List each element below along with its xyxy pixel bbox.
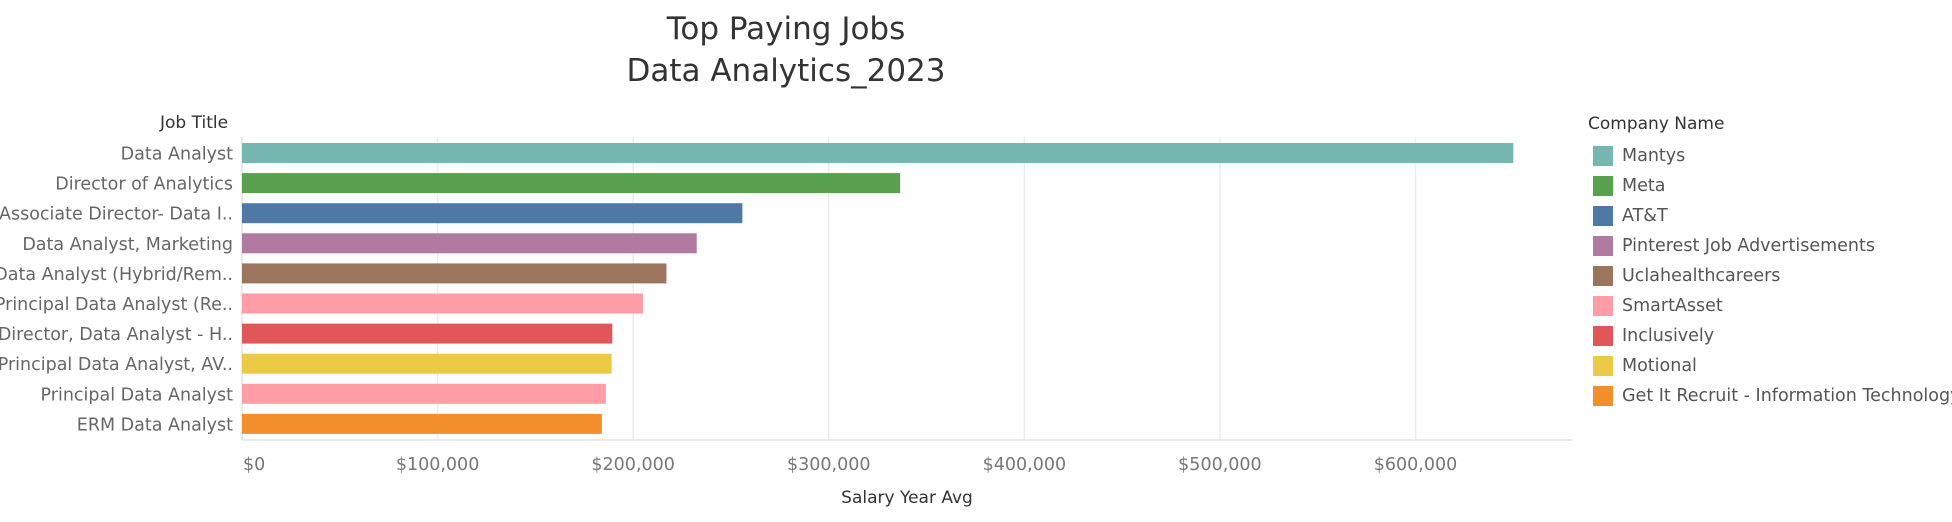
x-tick-labels: $0 $100,000 $200,000 $300,000 $400,000 $500,0… [243,455,1457,475]
legend-swatch [1593,296,1613,316]
bar[interactable] [242,173,901,194]
legend-swatch [1593,326,1613,346]
y-tick-label: Principal Data Analyst, AV.. [0,355,233,375]
bar[interactable] [242,353,612,374]
legend-item[interactable]: Motional [1588,351,1952,381]
legend-item[interactable]: Meta [1588,171,1952,201]
legend-label: AT&T [1622,206,1668,226]
legend-label: SmartAsset [1622,296,1723,316]
x-tick-label: $500,000 [1178,455,1262,475]
bar[interactable] [242,203,743,224]
legend-swatch [1593,146,1613,166]
x-tick-label: $400,000 [983,455,1067,475]
legend-swatch [1593,236,1613,256]
chart-subtitle: Data Analytics_2023 [626,53,946,89]
y-tick-label: Data Analyst (Hybrid/Rem.. [0,265,233,285]
legend-label: Pinterest Job Advertisements [1622,236,1875,256]
legend-swatch [1593,176,1613,196]
x-tick-label: $600,000 [1374,455,1458,475]
legend-item[interactable]: Uclahealthcareers [1588,261,1952,291]
legend-label: Motional [1622,356,1697,376]
legend-label: Meta [1622,176,1666,196]
x-axis-label: Salary Year Avg [841,488,973,508]
legend-swatch [1593,386,1613,406]
legend-item[interactable]: AT&T [1588,201,1952,231]
bar[interactable] [242,263,667,284]
legend-item[interactable]: Inclusively [1588,321,1952,351]
bar[interactable] [242,233,697,254]
bar[interactable] [242,293,643,314]
legend-title: Company Name [1588,114,1725,134]
legend: Company Name Mantys Meta AT&T Pinterest Job… [1588,113,1952,411]
y-axis-header: Job Title [160,113,229,133]
legend-item[interactable]: Pinterest Job Advertisements [1588,231,1952,261]
x-tick-label: $0 [243,455,265,475]
x-tick-label: $300,000 [787,455,871,475]
legend-items: Mantys Meta AT&T Pinterest Job Advertisemen… [1588,141,1952,411]
y-tick-label: Associate Director- Data I.. [0,205,233,225]
legend-item[interactable]: Mantys [1588,141,1952,171]
y-tick-label: Principal Data Analyst (Re.. [0,295,233,315]
bars [242,143,1514,434]
y-tick-label: Data Analyst [121,145,233,165]
legend-swatch [1593,206,1613,226]
legend-item[interactable]: Get It Recruit - Information Technology [1588,381,1952,411]
y-tick-label: Data Analyst, Marketing [22,235,233,255]
bar[interactable] [242,383,606,404]
y-tick-label: Principal Data Analyst [41,385,234,405]
legend-label: Get It Recruit - Information Technology [1622,386,1952,406]
y-tick-label: ERM Data Analyst [77,415,233,435]
bar[interactable] [242,323,613,344]
chart-title: Top Paying Jobs [666,11,906,47]
legend-label: Mantys [1622,146,1686,166]
y-tick-label: Director, Data Analyst - H.. [0,325,233,345]
legend-swatch [1593,356,1613,376]
legend-label: Uclahealthcareers [1622,266,1781,286]
legend-item[interactable]: SmartAsset [1588,291,1952,321]
y-tick-label: Director of Analytics [55,175,233,195]
bar[interactable] [242,143,1514,163]
legend-swatch [1593,266,1613,286]
y-tick-labels: Data Analyst Director of Analytics Associa… [0,145,233,436]
bar[interactable] [242,413,602,434]
x-tick-label: $200,000 [591,455,675,475]
x-tick-label: $100,000 [396,455,480,475]
legend-label: Inclusively [1622,326,1715,346]
